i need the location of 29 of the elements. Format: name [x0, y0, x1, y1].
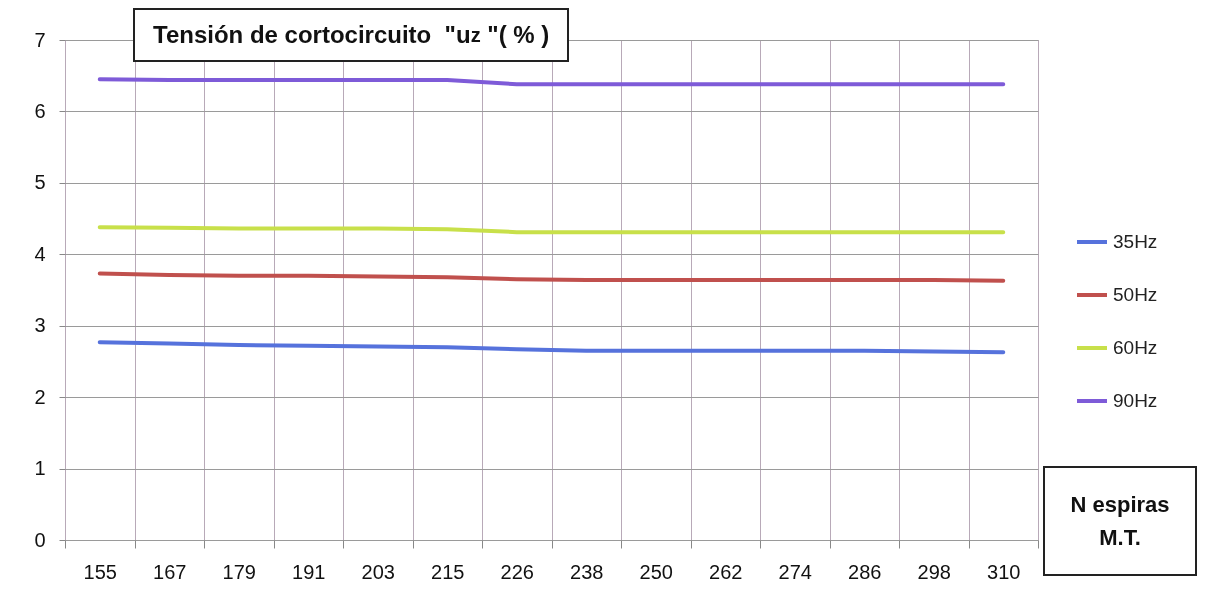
y-tick-label: 3	[34, 314, 46, 337]
x-tick-label: 310	[987, 560, 1021, 583]
y-tick-label: 6	[34, 99, 46, 122]
legend-label: 60Hz	[1113, 337, 1158, 358]
y-tick-label: 4	[34, 242, 46, 265]
x-tick-label: 226	[500, 560, 534, 583]
x-tick-label: 155	[83, 560, 117, 583]
x-tick-label: 179	[222, 560, 256, 583]
legend-label: 90Hz	[1113, 390, 1158, 411]
x-tick-label: 167	[153, 560, 187, 583]
x-tick-label: 250	[639, 560, 673, 583]
x-tick-label: 203	[361, 560, 395, 583]
x-tick-label: 191	[292, 560, 326, 583]
x-tick-label: 215	[431, 560, 465, 583]
y-tick-label: 1	[34, 457, 46, 480]
y-tick-label: 5	[34, 171, 46, 194]
x-tick-label: 286	[848, 560, 882, 583]
x-tick-label: 274	[778, 560, 812, 583]
y-tick-label: 0	[34, 528, 46, 551]
x-axis-title: N espiras M.T.	[1043, 466, 1197, 576]
line-series	[97, 340, 1006, 355]
legend-label: 50Hz	[1113, 284, 1158, 305]
x-tick-label: 298	[917, 560, 951, 583]
y-tick-label: 2	[34, 385, 46, 408]
legend-label: 35Hz	[1113, 231, 1158, 252]
y-tick-label: 7	[34, 28, 46, 51]
x-tick-label: 262	[709, 560, 743, 583]
x-tick-label: 238	[570, 560, 604, 583]
line-series	[97, 271, 1006, 283]
